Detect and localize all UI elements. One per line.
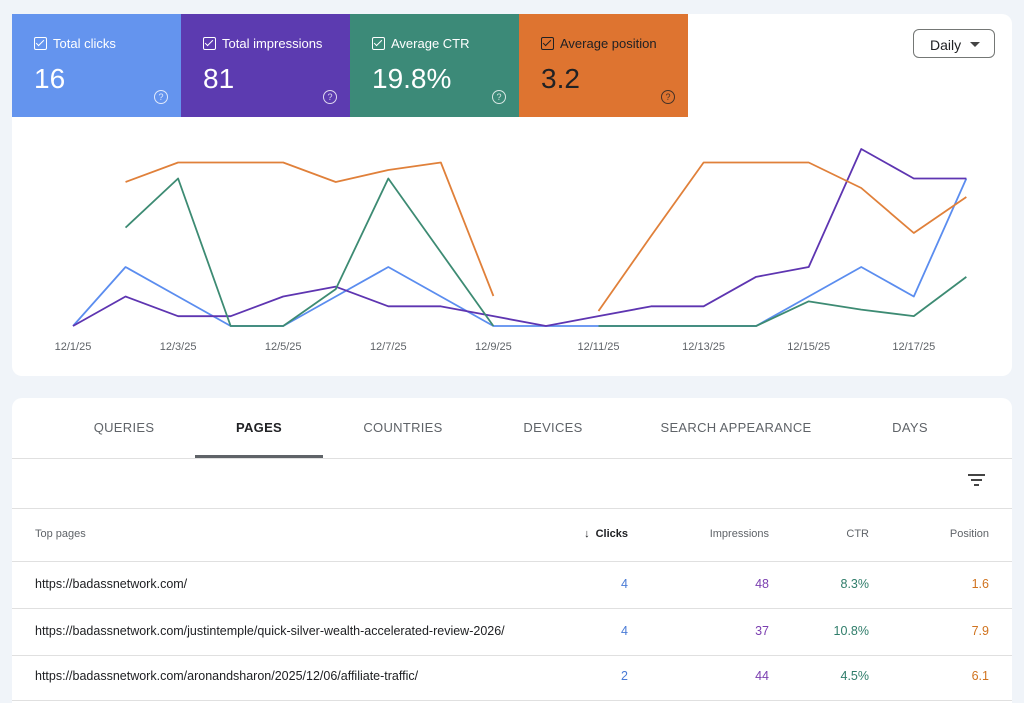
- series-line: [72, 178, 968, 327]
- table-cell[interactable]: https://badassnetwork.com/justintemple/q…: [35, 624, 505, 638]
- column-header[interactable]: Impressions: [710, 528, 769, 540]
- help-icon: ?: [492, 90, 506, 104]
- column-header[interactable]: CTR: [846, 528, 869, 540]
- tab-indicator: [195, 455, 323, 458]
- table-cell[interactable]: https://badassnetwork.com/: [35, 577, 188, 591]
- tab[interactable]: DEVICES: [523, 420, 583, 435]
- card-label-row: Average CTR: [372, 36, 519, 51]
- checkbox: [34, 37, 47, 50]
- x-tick-label: 12/7/25: [370, 341, 407, 353]
- tab[interactable]: SEARCH APPEARANCE: [660, 420, 812, 435]
- help-icon: ?: [154, 90, 168, 104]
- table-cell: 44: [755, 669, 769, 683]
- divider: [12, 700, 1012, 701]
- card-value: 16: [34, 63, 66, 94]
- series-line: [125, 161, 967, 312]
- table-cell: 4: [621, 577, 628, 591]
- filter-icon[interactable]: [967, 472, 987, 488]
- card-value: 3.2: [541, 63, 580, 94]
- tab[interactable]: COUNTRIES: [363, 420, 443, 435]
- column-header[interactable]: Position: [950, 528, 989, 540]
- x-tick-label: 12/11/25: [577, 341, 619, 353]
- checkbox: [541, 37, 554, 50]
- chart: 12/1/25 12/3/25 12/5/25 12/7/25 12/9/25 12/11…: [55, 148, 968, 353]
- series-line: [72, 148, 967, 327]
- x-tick-label: 12/17/25: [892, 341, 935, 353]
- table-cell: 6.1: [971, 669, 989, 683]
- table-cell: 7.9: [971, 624, 989, 638]
- card-value: 19.8%: [372, 63, 452, 94]
- column-header-text: Clicks: [595, 528, 628, 540]
- sort-arrow: ↓: [584, 528, 590, 540]
- card-label: Average CTR: [391, 36, 470, 51]
- tab[interactable]: QUERIES: [93, 420, 155, 435]
- divider: [12, 458, 1012, 459]
- table-cell: 2: [621, 669, 628, 683]
- table-cell: 4: [621, 624, 628, 638]
- tab[interactable]: DAYS: [892, 420, 928, 435]
- column-header-text: Top pages: [35, 528, 86, 540]
- divider: [12, 508, 1012, 509]
- table-cell: 4.5%: [840, 669, 870, 683]
- metric-card[interactable]: Average CTR 19.8%?: [350, 14, 519, 117]
- table-cell: 10.8%: [833, 624, 869, 638]
- x-tick-label: 12/15/25: [787, 341, 830, 353]
- x-tick-label: 12/5/25: [265, 341, 302, 353]
- tab[interactable]: PAGES: [235, 420, 283, 435]
- table-cell: 1.6: [971, 577, 989, 591]
- column-header-text: CTR: [846, 528, 869, 540]
- checkbox: [372, 37, 385, 50]
- card-label-row: Total impressions: [203, 36, 350, 51]
- series-line: [124, 177, 967, 327]
- card-value: 81: [203, 63, 235, 94]
- table-cell[interactable]: https://badassnetwork.com/aronandsharon/…: [35, 669, 419, 683]
- column-header-text: Position: [949, 528, 989, 540]
- column-header-text: Impressions: [709, 528, 769, 540]
- divider: [12, 655, 1012, 656]
- column-header[interactable]: Top pages: [35, 528, 86, 540]
- card-label: Average position: [560, 36, 657, 51]
- card-label-row: Average position: [541, 36, 688, 51]
- metric-card[interactable]: Total clicks 16?: [12, 14, 181, 117]
- metric-card[interactable]: Total impressions 81?: [181, 14, 350, 117]
- table-cell: 48: [755, 577, 769, 591]
- divider: [12, 561, 1012, 562]
- table-panel: [12, 398, 1012, 703]
- help-icon: ?: [661, 90, 675, 104]
- metric-card[interactable]: Average position 3.2?: [519, 14, 688, 117]
- divider: [12, 608, 1012, 609]
- card-label: Total clicks: [53, 36, 116, 51]
- table-cell: 37: [755, 624, 769, 638]
- x-tick-label: 12/13/25: [682, 341, 725, 353]
- table-cell: 8.3%: [840, 577, 870, 591]
- checkbox: [203, 37, 216, 50]
- x-tick-label: 12/3/25: [160, 341, 197, 353]
- x-tick-label: 12/9/25: [475, 341, 512, 353]
- x-tick-label: 12/1/25: [55, 341, 92, 353]
- column-header[interactable]: ↓ Clicks: [584, 528, 628, 540]
- help-icon: ?: [323, 90, 337, 104]
- period-dropdown[interactable]: Daily: [913, 29, 995, 58]
- card-label: Total impressions: [222, 36, 323, 51]
- card-label-row: Total clicks: [34, 36, 181, 51]
